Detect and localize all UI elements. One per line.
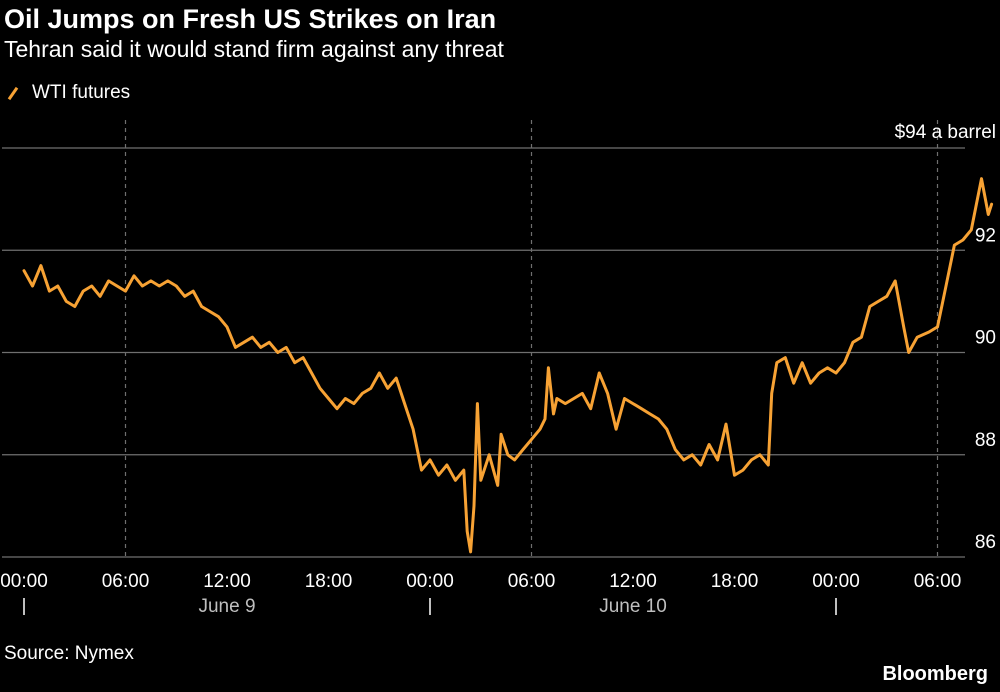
y-tick-label: 88 [975, 430, 996, 451]
bloomberg-logo: Bloomberg [882, 663, 988, 685]
x-tick-label: 06:00 [914, 571, 962, 592]
x-date-label: June 9 [198, 596, 255, 617]
y-tick-label: 92 [975, 225, 996, 246]
x-date-label: June 10 [599, 596, 667, 617]
x-tick-label: 12:00 [609, 571, 657, 592]
x-tick-label: 18:00 [711, 571, 759, 592]
y-axis-unit-label: $94 a barrel [895, 122, 996, 143]
legend: WTI futures [4, 82, 130, 104]
x-tick-label: 00:00 [812, 571, 860, 592]
x-tick-label: 00:00 [406, 571, 454, 592]
x-tick-label: 18:00 [305, 571, 353, 592]
x-tick-label: 06:00 [508, 571, 556, 592]
x-tick-label: 00:00 [0, 571, 48, 592]
legend-label: WTI futures [32, 82, 131, 103]
chart-title: Oil Jumps on Fresh US Strikes on Iran [4, 4, 497, 34]
series-line-wti [22, 177, 994, 554]
x-tick-label: 06:00 [102, 571, 150, 592]
x-tick-label: 12:00 [203, 571, 251, 592]
y-tick-label: 86 [975, 532, 996, 553]
source-note: Source: Nymex [4, 643, 134, 664]
y-tick-label: 90 [975, 328, 996, 349]
chart-subtitle: Tehran said it would stand firm against … [4, 36, 504, 62]
